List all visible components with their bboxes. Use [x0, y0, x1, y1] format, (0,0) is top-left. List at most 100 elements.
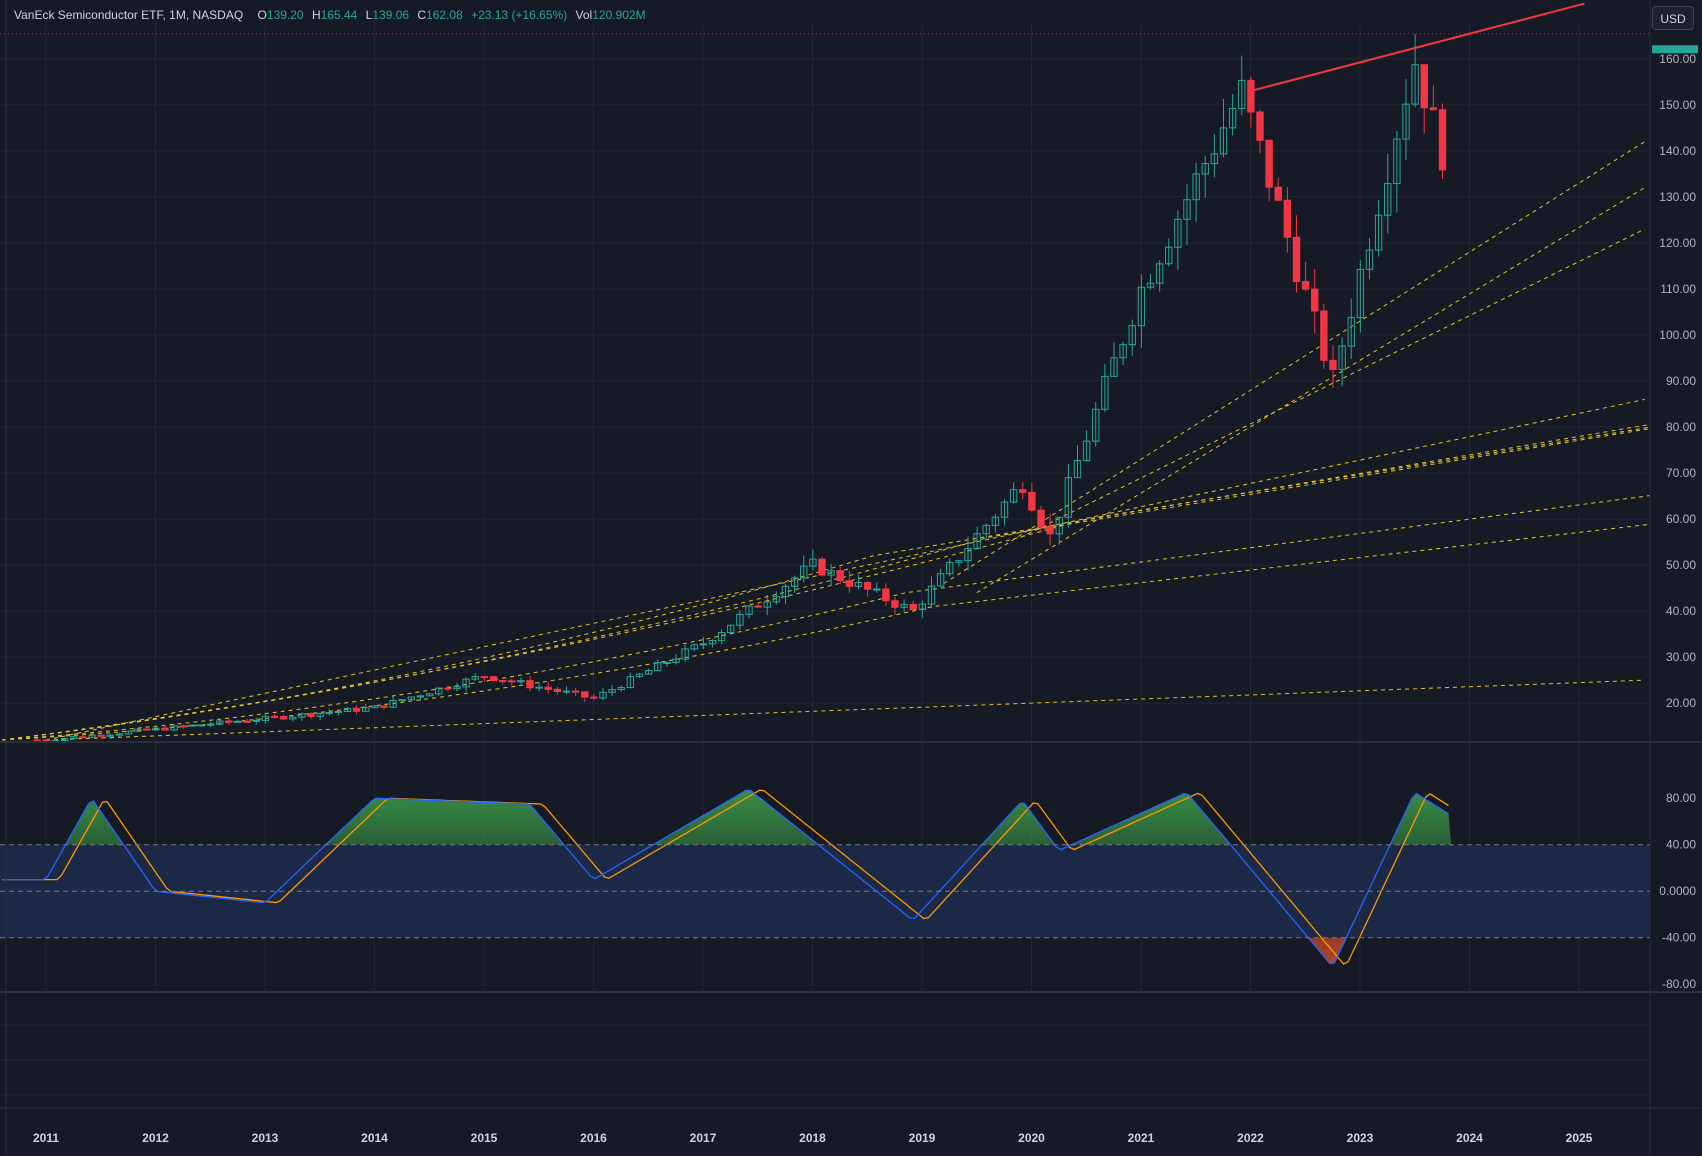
candle[interactable] — [234, 719, 242, 724]
candle[interactable] — [1238, 55, 1246, 116]
candle[interactable] — [1311, 268, 1319, 334]
candle[interactable] — [626, 672, 635, 689]
candle[interactable] — [1393, 131, 1401, 213]
candle[interactable] — [827, 564, 835, 586]
candle[interactable] — [526, 675, 534, 692]
candle[interactable] — [252, 717, 260, 725]
candle[interactable] — [1292, 215, 1301, 293]
candle[interactable] — [1073, 445, 1082, 479]
candle[interactable] — [863, 581, 872, 597]
candle[interactable] — [1219, 99, 1228, 158]
candle[interactable] — [170, 724, 178, 731]
candle[interactable] — [1429, 85, 1438, 111]
candle[interactable] — [407, 696, 416, 702]
candle[interactable] — [1274, 177, 1282, 202]
candle[interactable] — [1000, 498, 1009, 526]
candle[interactable] — [444, 685, 452, 691]
candle[interactable] — [316, 712, 324, 721]
candle[interactable] — [635, 673, 644, 678]
candle[interactable] — [416, 694, 425, 701]
candle[interactable] — [1092, 402, 1100, 447]
candle[interactable] — [1137, 273, 1146, 348]
candle[interactable] — [1064, 464, 1073, 528]
candle[interactable] — [900, 599, 908, 613]
candle[interactable] — [800, 555, 808, 583]
candle[interactable] — [882, 583, 890, 607]
candle[interactable] — [644, 668, 653, 675]
candle[interactable] — [206, 721, 215, 728]
candle[interactable] — [115, 732, 124, 737]
candle[interactable] — [133, 727, 142, 733]
candle[interactable] — [909, 600, 917, 611]
candle[interactable] — [553, 686, 562, 696]
candle[interactable] — [343, 707, 352, 712]
candle[interactable] — [489, 676, 498, 682]
candle[interactable] — [873, 582, 881, 593]
candle[interactable] — [1146, 274, 1155, 290]
candle[interactable] — [763, 594, 771, 616]
candle[interactable] — [79, 734, 87, 739]
candle[interactable] — [106, 733, 114, 740]
oscillator-series[interactable] — [0, 789, 1650, 965]
candle[interactable] — [936, 568, 945, 587]
candle[interactable] — [1055, 516, 1063, 545]
candle[interactable] — [197, 724, 206, 727]
candle[interactable] — [964, 536, 972, 571]
candle[interactable] — [1320, 303, 1328, 369]
candle[interactable] — [1119, 341, 1127, 365]
candle[interactable] — [152, 726, 160, 732]
trendline[interactable] — [1250, 2, 1585, 93]
candle[interactable] — [352, 705, 361, 715]
candle[interactable] — [298, 712, 306, 721]
candle[interactable] — [854, 575, 863, 590]
candle[interactable] — [289, 715, 297, 722]
candle[interactable] — [1128, 319, 1136, 356]
candle[interactable] — [1009, 482, 1018, 504]
candle[interactable] — [1256, 109, 1264, 154]
candle[interactable] — [1438, 103, 1447, 180]
candle[interactable] — [891, 596, 899, 616]
candle[interactable] — [772, 591, 781, 605]
candle[interactable] — [279, 715, 288, 721]
candle[interactable] — [790, 575, 799, 593]
candle[interactable] — [188, 724, 197, 727]
currency-button[interactable]: USD — [1652, 6, 1694, 30]
candle[interactable] — [124, 730, 133, 735]
candle[interactable] — [1028, 482, 1036, 512]
candle[interactable] — [1210, 134, 1219, 178]
candle[interactable] — [1283, 187, 1292, 253]
candle[interactable] — [973, 526, 981, 550]
candle[interactable] — [681, 644, 689, 662]
candle[interactable] — [161, 725, 169, 731]
time-axis[interactable]: 2011 2012 2013 2014 2015 2016 2017 2018 2019 2020… — [33, 1131, 1593, 1145]
candle[interactable] — [845, 570, 854, 593]
candle[interactable] — [1110, 342, 1118, 377]
candle[interactable] — [508, 678, 516, 685]
candle[interactable] — [708, 639, 717, 648]
candle[interactable] — [1247, 76, 1255, 128]
candle[interactable] — [462, 677, 470, 692]
candle[interactable] — [88, 733, 96, 738]
candle[interactable] — [736, 610, 744, 630]
candle[interactable] — [818, 556, 826, 577]
candle[interactable] — [535, 682, 543, 692]
candle[interactable] — [498, 680, 507, 685]
candle[interactable] — [270, 713, 279, 719]
candle[interactable] — [1019, 482, 1027, 500]
candle[interactable] — [562, 686, 571, 695]
candle[interactable] — [809, 549, 817, 571]
candle[interactable] — [754, 602, 762, 608]
candle[interactable] — [480, 676, 489, 682]
candle[interactable] — [836, 566, 844, 585]
candle[interactable] — [654, 659, 662, 672]
candle[interactable] — [544, 681, 552, 695]
candle[interactable] — [1347, 298, 1355, 359]
candle[interactable] — [590, 693, 598, 700]
candle[interactable] — [717, 629, 726, 645]
candle[interactable] — [225, 719, 233, 726]
candle[interactable] — [325, 708, 333, 716]
candle[interactable] — [1228, 94, 1237, 136]
resistance-trendline[interactable] — [0, 2, 1650, 93]
candle[interactable] — [608, 684, 616, 696]
candle[interactable] — [471, 672, 479, 681]
